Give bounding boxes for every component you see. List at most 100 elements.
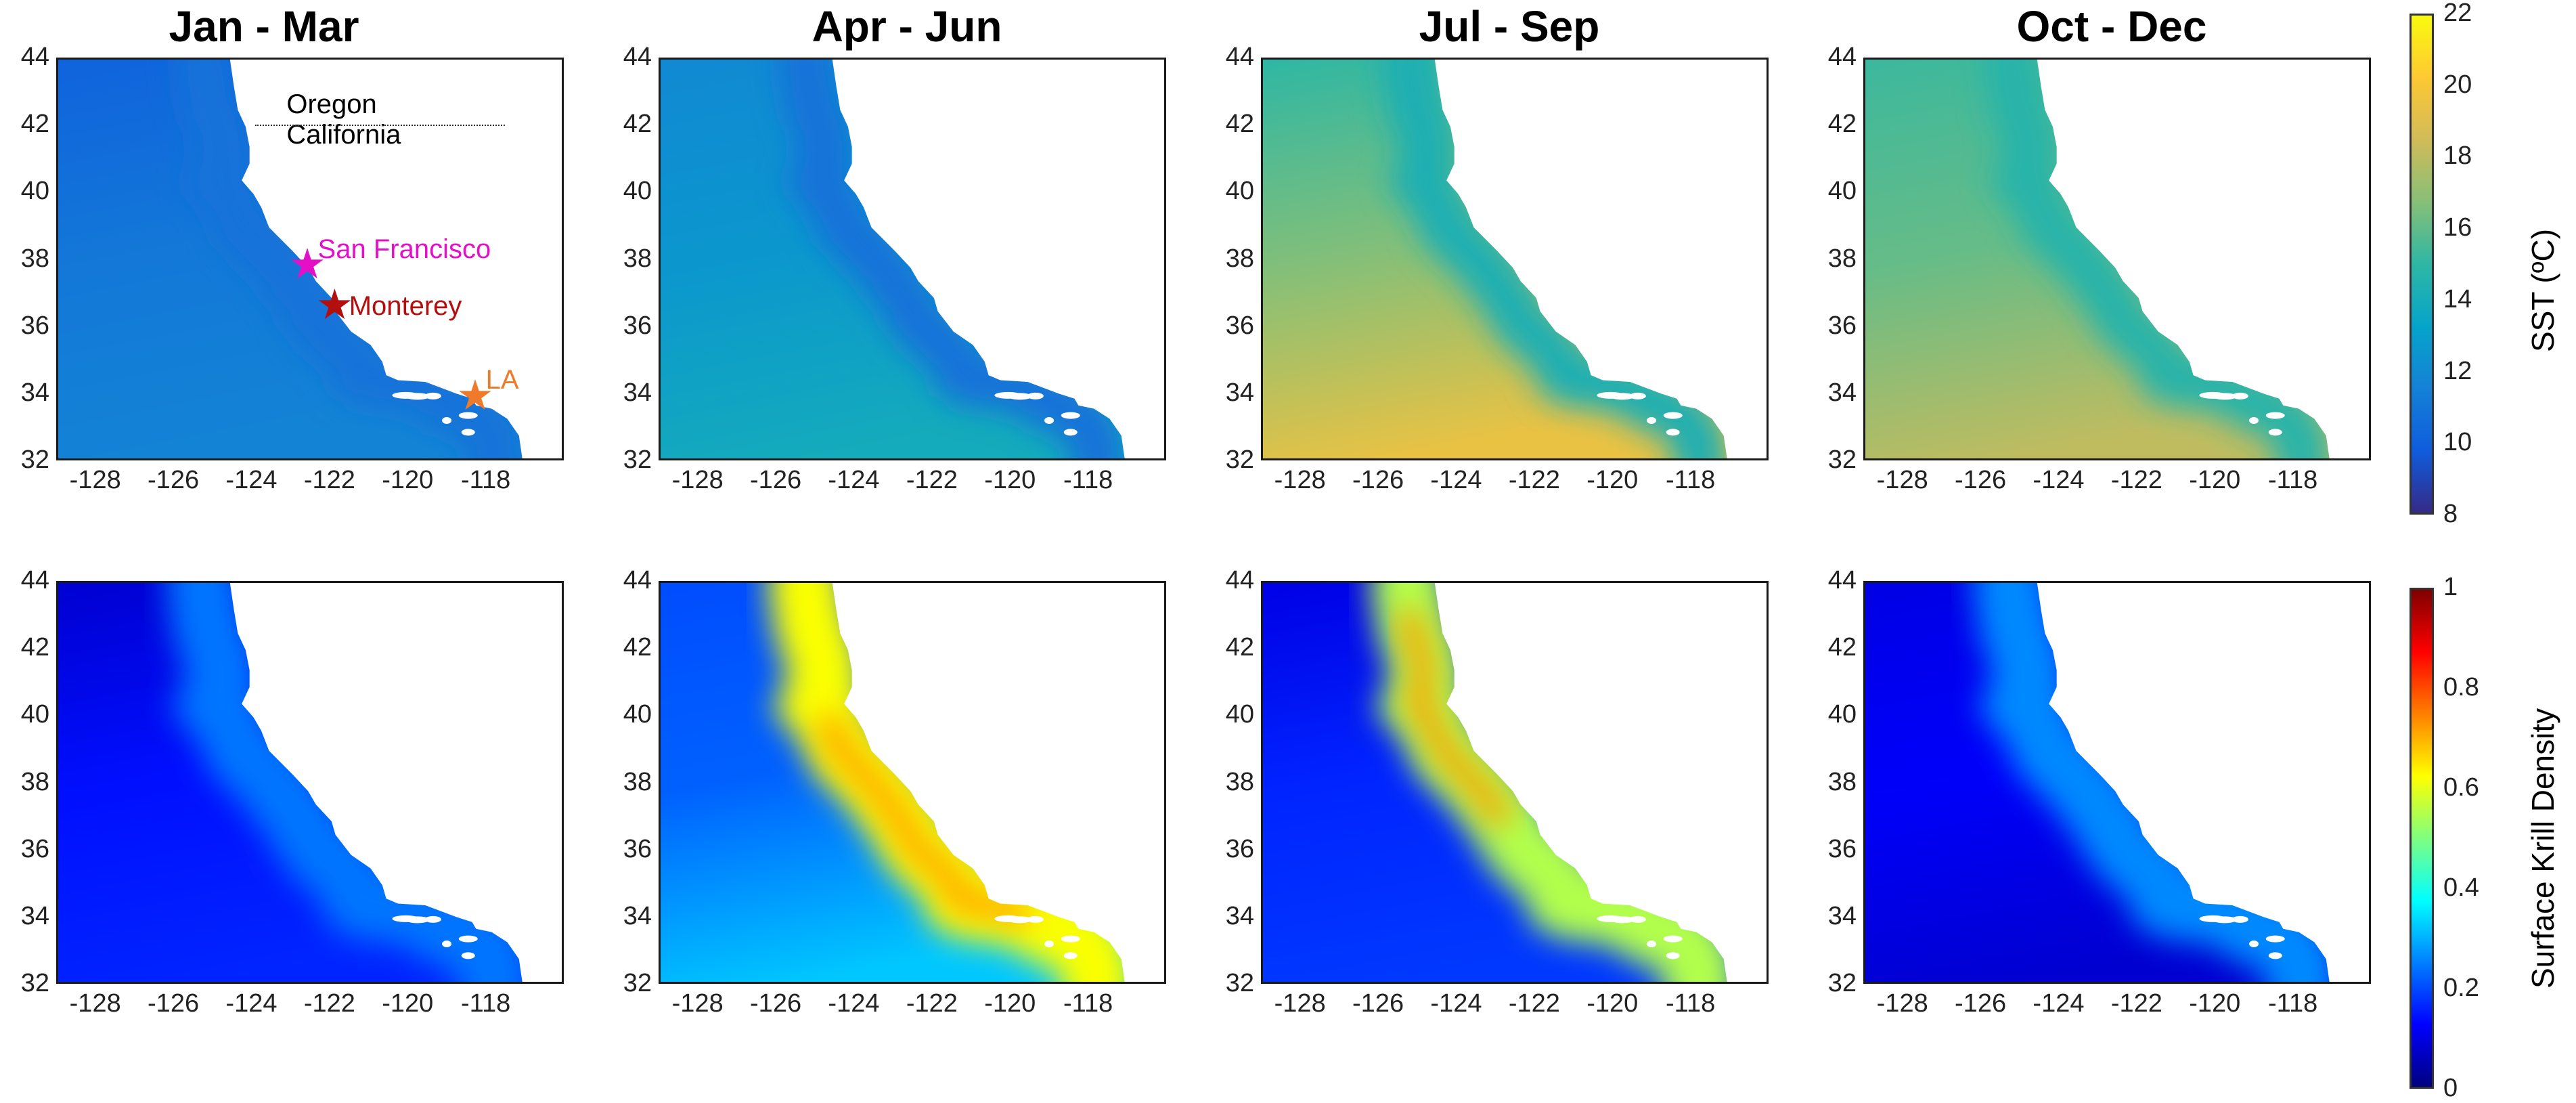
lat-tick-label: 34 [1827, 901, 1857, 930]
island [2249, 940, 2259, 948]
label-san-francisco: San Francisco [317, 234, 491, 264]
lat-tick-label: 44 [1827, 43, 1857, 71]
lat-tick-label: 36 [20, 311, 49, 340]
colorbar-tick-label: 0.6 [2443, 773, 2479, 802]
lat-tick-label: 40 [1827, 700, 1857, 729]
island [2265, 935, 2285, 943]
lon-tick-label: -122 [303, 466, 355, 494]
lon-tick-label: -120 [382, 989, 434, 1018]
colorbar-krill [2410, 588, 2434, 1089]
lon-tick-label: -128 [1274, 466, 1326, 494]
lon-tick-label: -126 [750, 989, 802, 1018]
lon-tick-label: -120 [984, 989, 1036, 1018]
map-panel-sst-1 [56, 58, 564, 460]
island [2268, 429, 2282, 436]
lat-tick-label: 44 [623, 43, 652, 71]
column-title-oct-dec: Oct - Dec [2016, 2, 2207, 51]
lat-tick-label: 32 [1225, 446, 1254, 474]
island [1647, 417, 1657, 425]
lon-tick-label: -124 [1430, 466, 1482, 494]
lat-tick-label: 36 [623, 834, 652, 863]
colorbar-tick-label: 10 [2443, 428, 2472, 457]
lon-tick-label: -126 [1352, 989, 1404, 1018]
lat-tick-label: 42 [20, 633, 49, 662]
island [461, 952, 475, 959]
lat-tick-label: 44 [1225, 43, 1254, 71]
island [2265, 412, 2285, 419]
lat-tick-label: 38 [1225, 244, 1254, 273]
island [442, 417, 452, 425]
land-mask [229, 60, 562, 458]
lon-tick-label: -128 [69, 989, 121, 1018]
lat-tick-label: 40 [1225, 700, 1254, 729]
lon-tick-label: -128 [671, 466, 724, 494]
lon-tick-label: -124 [828, 466, 880, 494]
island [461, 429, 475, 436]
lat-tick-label: 34 [1225, 378, 1254, 407]
lon-tick-label: -118 [1665, 466, 1716, 494]
lat-tick-label: 38 [20, 767, 49, 796]
lat-tick-label: 40 [20, 700, 49, 729]
colorbar-tick-label: 1 [2443, 573, 2458, 601]
lon-tick-label: -122 [1508, 989, 1560, 1018]
map-field [58, 60, 562, 458]
lat-tick-label: 34 [1225, 901, 1254, 930]
map-field [1263, 60, 1767, 458]
lon-tick-label: -122 [906, 466, 958, 494]
colorbar-tick-label: 12 [2443, 356, 2472, 385]
lat-tick-label: 44 [20, 43, 49, 71]
lat-tick-label: 38 [1827, 244, 1857, 273]
island [1007, 393, 1032, 400]
lon-tick-label: -126 [148, 466, 200, 494]
lon-tick-label: -124 [828, 989, 880, 1018]
lon-tick-label: -128 [1274, 989, 1326, 1018]
lat-tick-label: 32 [623, 446, 652, 474]
label-oregon: Oregon [286, 89, 377, 120]
lon-tick-label: -126 [750, 466, 802, 494]
lat-tick-label: 38 [623, 767, 652, 796]
lon-tick-label: -118 [1063, 989, 1113, 1018]
colorbar-tick-label: 20 [2443, 70, 2472, 99]
lon-tick-label: -122 [1508, 466, 1560, 494]
lat-tick-label: 36 [1225, 311, 1254, 340]
lon-tick-label: -118 [1063, 466, 1113, 494]
island [1647, 940, 1657, 948]
lat-tick-label: 42 [1225, 633, 1254, 662]
map-field [661, 60, 1164, 458]
lat-tick-label: 42 [623, 110, 652, 139]
island [1666, 429, 1680, 436]
lat-tick-label: 36 [20, 834, 49, 863]
colorbar-tick-label: 0.2 [2443, 974, 2479, 1002]
lat-tick-label: 36 [623, 311, 652, 340]
lat-tick-label: 44 [1225, 566, 1254, 594]
colorbar-tick-label: 16 [2443, 213, 2472, 242]
island [405, 393, 430, 400]
colorbar-tick-label: 8 [2443, 500, 2458, 528]
lon-tick-label: -124 [1430, 989, 1482, 1018]
label-la: LA [485, 365, 519, 395]
island [458, 412, 478, 419]
island [1027, 392, 1044, 399]
column-title-jan-mar: Jan - Mar [169, 2, 359, 51]
column-title-jul-sep: Jul - Sep [1419, 2, 1600, 51]
lon-tick-label: -126 [1352, 466, 1404, 494]
lat-tick-label: 40 [20, 177, 49, 206]
lat-tick-label: 40 [623, 177, 652, 206]
lat-tick-label: 40 [1225, 177, 1254, 206]
lat-tick-label: 34 [20, 378, 49, 407]
la-star-icon: ★ [456, 372, 494, 419]
lat-tick-label: 32 [623, 969, 652, 997]
lon-tick-label: -118 [460, 989, 511, 1018]
map-panel-krill-2 [659, 581, 1166, 984]
island [2212, 916, 2237, 924]
island [1609, 916, 1635, 924]
island [1044, 940, 1054, 948]
lat-tick-label: 44 [1827, 566, 1857, 594]
lat-tick-label: 40 [623, 700, 652, 729]
lon-tick-label: -120 [2189, 989, 2241, 1018]
island [442, 940, 452, 948]
lon-tick-label: -118 [460, 466, 511, 494]
land-mask [229, 583, 562, 982]
island [1609, 393, 1635, 400]
monterey-star-icon: ★ [315, 281, 354, 328]
